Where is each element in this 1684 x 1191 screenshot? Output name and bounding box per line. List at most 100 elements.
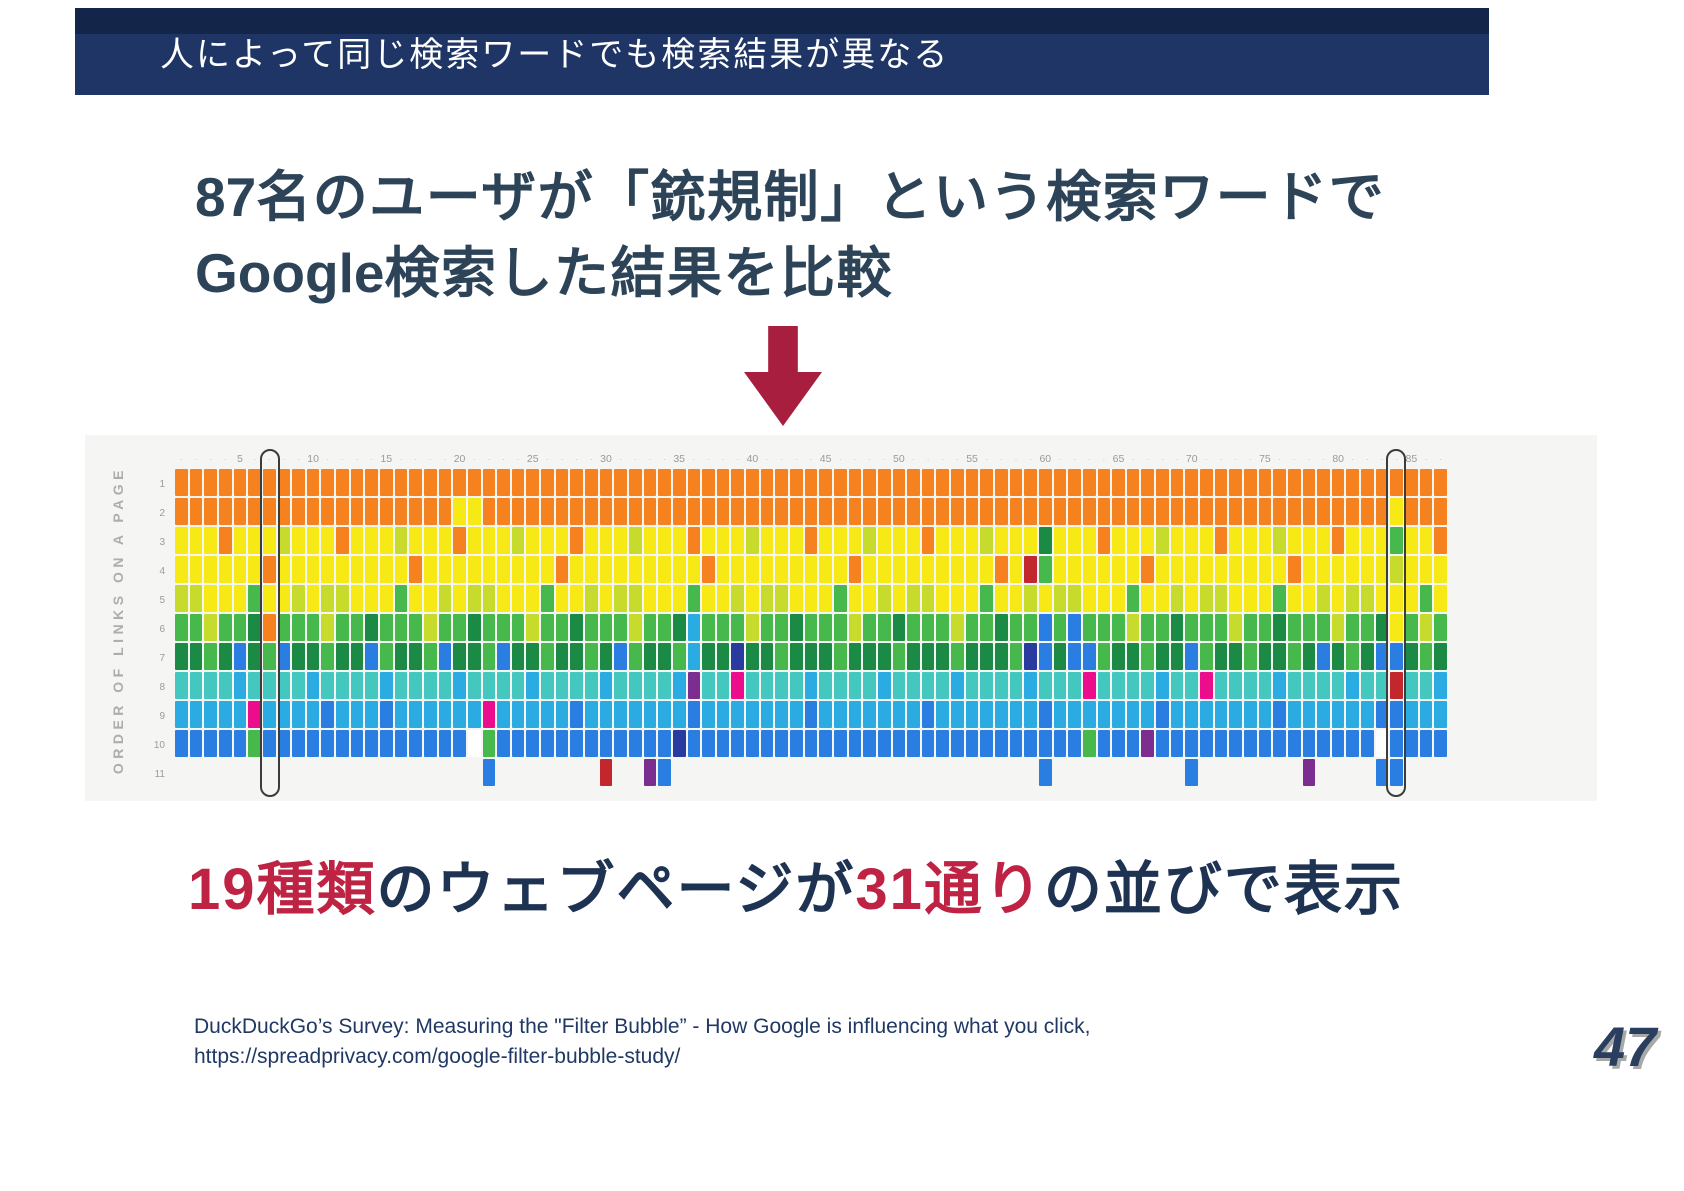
heatmap-cell xyxy=(1068,759,1081,786)
heatmap-cell xyxy=(394,498,408,525)
heatmap-cell xyxy=(570,614,584,641)
heatmap-cell xyxy=(980,498,994,525)
heatmap-cell xyxy=(336,643,349,670)
heatmap-cell xyxy=(189,585,203,612)
heatmap-cell xyxy=(614,498,627,525)
heatmap-cell xyxy=(965,585,979,612)
heatmap-cell xyxy=(1287,585,1301,612)
x-tick-dot: · xyxy=(619,454,623,464)
heatmap-cell xyxy=(1405,730,1418,757)
heatmap-cell xyxy=(775,643,789,670)
heatmap-cell xyxy=(292,643,305,670)
heatmap-cell xyxy=(1038,527,1052,554)
heatmap-cell xyxy=(775,614,789,641)
heatmap-cell xyxy=(511,585,525,612)
heatmap-cell xyxy=(863,759,876,786)
heatmap-cell xyxy=(936,585,950,612)
heatmap-cell xyxy=(936,527,950,554)
heatmap-cell xyxy=(1141,527,1155,554)
heatmap-cell xyxy=(1331,701,1345,728)
heatmap-cell xyxy=(790,672,803,699)
heatmap-cell xyxy=(731,672,745,699)
heatmap-cell xyxy=(380,614,393,641)
heatmap-cell xyxy=(702,585,715,612)
x-tick-dot: · xyxy=(370,454,374,464)
row-label: 11 xyxy=(154,769,165,780)
heatmap-cell xyxy=(1156,643,1169,670)
x-tick-dot: · xyxy=(399,454,403,464)
x-tick-dot: · xyxy=(926,454,930,464)
heatmap-cell xyxy=(1112,730,1125,757)
heatmap-cell xyxy=(599,614,613,641)
heatmap-cell xyxy=(936,643,950,670)
heatmap-cell xyxy=(351,759,364,786)
heatmap-cell xyxy=(965,527,979,554)
heatmap-cell xyxy=(1346,498,1360,525)
heatmap-cell xyxy=(804,672,818,699)
heatmap-cell xyxy=(614,643,627,670)
heatmap-cell xyxy=(1390,585,1404,612)
heatmap-cell xyxy=(218,701,232,728)
heatmap-cell xyxy=(1141,585,1155,612)
heatmap-cell xyxy=(1419,498,1433,525)
heatmap-cell xyxy=(438,556,452,583)
heatmap-cell xyxy=(336,701,349,728)
heatmap-cell xyxy=(1170,585,1184,612)
heatmap-cell xyxy=(1200,614,1213,641)
heatmap-cell xyxy=(936,556,950,583)
heatmap-cell xyxy=(1259,759,1272,786)
heatmap-cell xyxy=(1214,585,1228,612)
heatmap-cell xyxy=(936,498,950,525)
heatmap-cell xyxy=(1287,701,1301,728)
heatmap-cell xyxy=(1215,759,1228,786)
heatmap-cell xyxy=(380,498,393,525)
heatmap-cell xyxy=(423,498,437,525)
heatmap-cell xyxy=(541,759,554,786)
heatmap-cell xyxy=(262,643,276,670)
heatmap-cell xyxy=(658,498,671,525)
heatmap-cell xyxy=(1185,672,1199,699)
heatmap-cell xyxy=(233,730,247,757)
heatmap-cell xyxy=(833,469,847,496)
heatmap-cell xyxy=(760,469,774,496)
heatmap-cell xyxy=(1302,527,1316,554)
heatmap-cell xyxy=(1419,556,1433,583)
heatmap-cell xyxy=(1258,643,1272,670)
heatmap-cell xyxy=(790,759,803,786)
heatmap-cell xyxy=(1287,730,1301,757)
heatmap-cell xyxy=(965,730,979,757)
heatmap-cell xyxy=(746,469,759,496)
heatmap-cell xyxy=(204,672,217,699)
heatmap-cell xyxy=(1405,556,1418,583)
heatmap-cell xyxy=(1185,701,1199,728)
conclusion-text: 19種類のウェブページが31通りの並びで表示 xyxy=(188,842,1404,926)
heatmap-cell xyxy=(336,585,349,612)
heatmap-cell xyxy=(570,556,584,583)
heatmap-cell xyxy=(907,759,920,786)
heatmap-cell xyxy=(570,672,584,699)
heatmap-cell xyxy=(760,556,774,583)
heatmap-cell xyxy=(175,498,188,525)
heatmap-cell xyxy=(1053,527,1067,554)
heatmap-cell xyxy=(892,730,906,757)
heatmap-cell xyxy=(1331,672,1345,699)
heatmap-cell xyxy=(321,701,335,728)
heatmap-cell xyxy=(1024,614,1037,641)
heatmap-cell xyxy=(1390,469,1404,496)
heatmap-cell xyxy=(1214,730,1228,757)
heatmap-cell xyxy=(907,527,920,554)
heatmap-cell xyxy=(1185,498,1199,525)
heatmap-cell xyxy=(585,614,598,641)
heatmap-cell xyxy=(1038,556,1052,583)
heatmap-cell xyxy=(1287,614,1301,641)
heatmap-cell xyxy=(1317,527,1330,554)
heatmap-cell xyxy=(1053,556,1067,583)
heatmap-cell xyxy=(877,498,891,525)
heatmap-cell xyxy=(453,614,466,641)
heatmap-cell xyxy=(1346,527,1360,554)
heatmap-cell xyxy=(218,498,232,525)
heatmap-cell xyxy=(292,469,305,496)
heatmap-cell xyxy=(1038,498,1052,525)
heatmap-cell xyxy=(1082,614,1096,641)
heatmap-cell xyxy=(1419,643,1433,670)
